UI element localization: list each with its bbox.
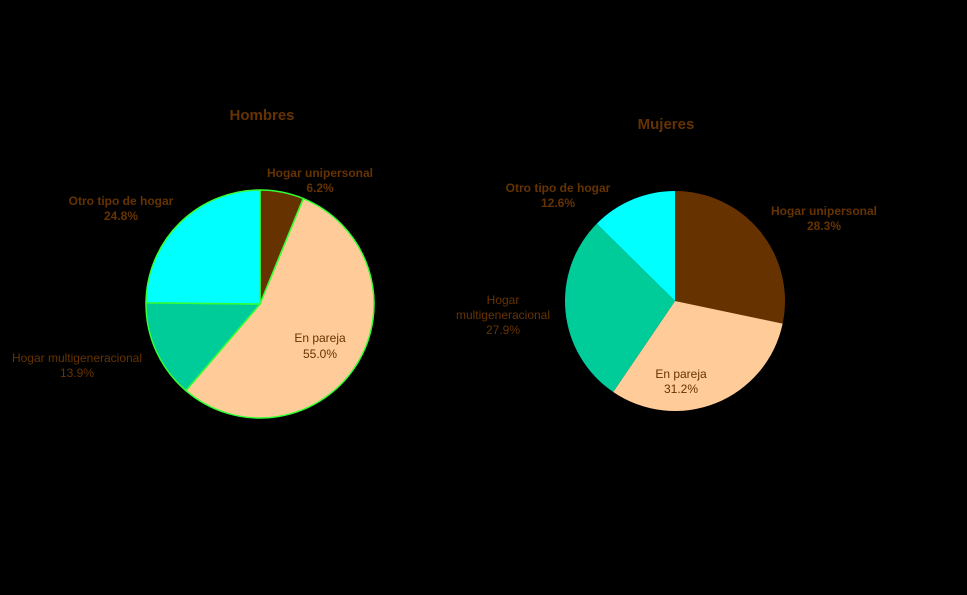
hombres-slice-en-pareja [185,197,375,419]
slice-category-label: Otro tipo de hogar [506,181,611,195]
mujeres-label-hogar-unipersonal: Hogar unipersonal 28.3% [771,204,877,233]
slice-value-label: 24.8% [104,209,138,223]
slice-category-label: En pareja [655,367,707,381]
mujeres-slice-hogar-unipersonal [675,191,785,324]
mujeres-chart-title: Mujeres [638,116,695,133]
hombres-pie [145,189,375,419]
slice-value-label: 12.6% [541,196,575,210]
mujeres-slice-hogar-multigeneracional [564,223,675,392]
hombres-label-hogar-multigeneracional: Hogar multigeneracional 13.9% [12,351,142,380]
hombres-slice-hogar-multigeneracional [145,302,261,392]
slice-value-label: 31.2% [664,382,698,396]
mujeres-slice-en-pareja [613,301,783,411]
mujeres-pie [564,190,785,411]
hombres-label-en-pareja: En pareja 55.0% [294,331,346,361]
slice-value-label: 6.2% [306,181,334,195]
slice-value-label: 55.0% [303,347,337,361]
mujeres-label-hogar-multigeneracional: Hogar multigeneracional 27.9% [456,293,550,337]
hombres-label-otro-tipo-de-hogar: Otro tipo de hogar 24.8% [69,194,174,223]
slice-category-label: Hogar unipersonal [771,204,877,218]
mujeres-slice-otro-tipo-de-hogar [596,190,675,301]
slice-value-label: 27.9% [486,323,520,337]
slice-value-label: 28.3% [807,219,841,233]
slice-value-label: 13.9% [60,366,94,380]
slice-category-label: Hogar multigeneracional [12,351,142,365]
hombres-chart-title: Hombres [229,107,294,124]
slice-category-label: multigeneracional [456,308,550,322]
slice-category-label: En pareja [294,331,346,345]
slice-category-label: Otro tipo de hogar [69,194,174,208]
hombres-slice-otro-tipo-de-hogar [145,189,261,305]
slice-category-label: Hogar unipersonal [267,166,373,180]
mujeres-label-en-pareja: En pareja 31.2% [655,367,707,396]
slice-category-label: Hogar [487,293,520,307]
hombres-label-hogar-unipersonal: Hogar unipersonal 6.2% [267,166,373,195]
mujeres-label-otro-tipo-de-hogar: Otro tipo de hogar 12.6% [506,181,611,210]
